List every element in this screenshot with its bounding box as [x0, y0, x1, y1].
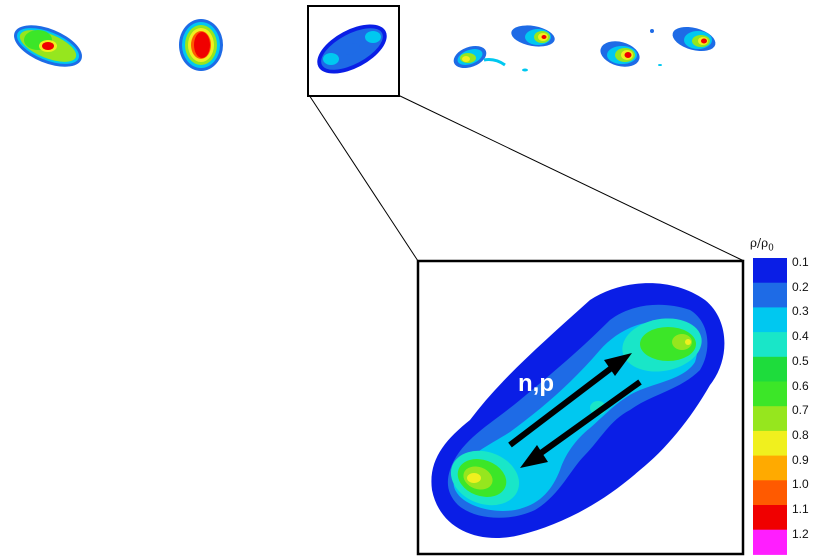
colorbar-swatch [753, 480, 787, 506]
flow-label: n,p [518, 370, 554, 397]
colorbar-swatch [753, 406, 787, 432]
snapshot-2 [179, 19, 223, 71]
colorbar-level-label: 1.0 [792, 477, 809, 492]
colorbar-level-label: 0.8 [792, 427, 809, 442]
colorbar-swatch [753, 455, 787, 481]
colorbar [753, 258, 787, 555]
snapshot-4 [453, 25, 555, 72]
zoom-line-left [308, 94, 419, 262]
snapshot-3 [317, 24, 387, 74]
colorbar-level-label: 0.5 [792, 353, 809, 368]
colorbar-level-label: 0.4 [792, 329, 809, 344]
snapshot-1 [14, 25, 82, 67]
colorbar-level-label: 0.3 [792, 304, 809, 319]
colorbar-swatch [753, 332, 787, 358]
colorbar-swatch [753, 258, 787, 284]
colorbar-level-label: 0.9 [792, 452, 809, 467]
colorbar-swatch [753, 356, 787, 382]
colorbar-level-label: 0.7 [792, 403, 809, 418]
colorbar-title-symbol: ρ/ρ [750, 236, 769, 250]
colorbar-title: ρ/ρ0 [750, 236, 774, 253]
colorbar-level-label: 0.2 [792, 279, 809, 294]
colorbar-swatch [753, 529, 787, 555]
zoom-panel [416, 259, 745, 556]
colorbar-level-label: 0.6 [792, 378, 809, 393]
colorbar-swatch [753, 381, 787, 407]
colorbar-swatch [753, 307, 787, 333]
colorbar-level-label: 0.1 [792, 255, 809, 269]
zoom-source-box [307, 5, 400, 97]
colorbar-swatch [753, 282, 787, 308]
zoom-line-right [397, 94, 745, 262]
colorbar-level-label: 1.1 [792, 502, 809, 516]
colorbar-level-label: 1.2 [792, 526, 809, 541]
colorbar-swatch [753, 430, 787, 457]
snapshot-5 [600, 26, 716, 67]
colorbar-swatch [753, 505, 787, 531]
colorbar-title-subscript: 0 [768, 243, 774, 254]
